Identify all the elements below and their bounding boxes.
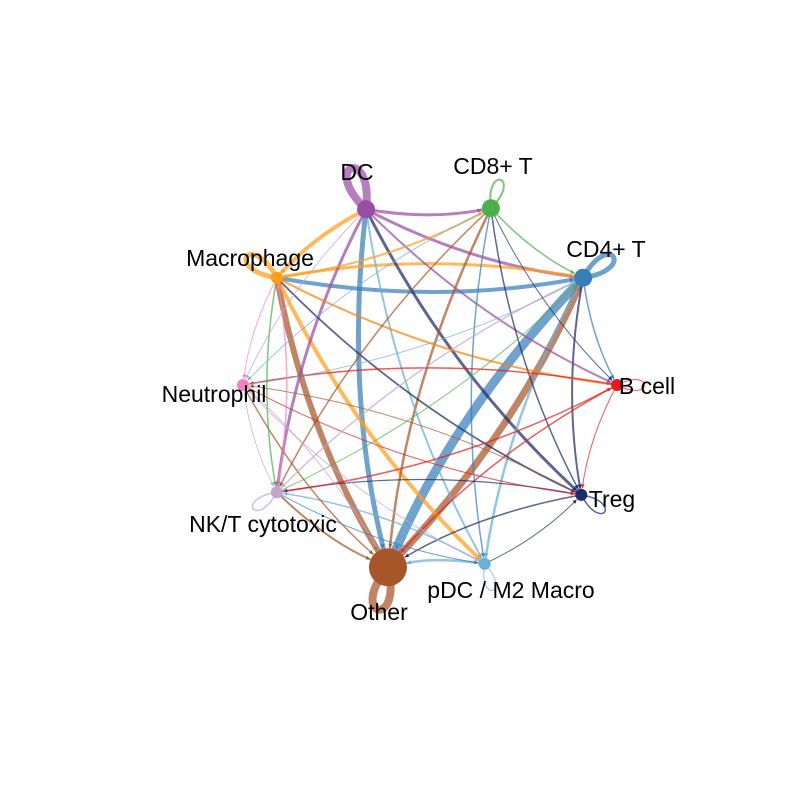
edge-pdc-to-nk <box>282 491 486 565</box>
edge-nk-to-bcell <box>276 387 612 494</box>
node-nk <box>270 486 283 499</box>
node-label-macrophage: Macrophage <box>186 245 314 271</box>
edge-cd8-to-nk <box>279 207 492 487</box>
node-label-nk: NK/T cytotoxic <box>189 511 337 537</box>
edge-bcell-to-bcell <box>616 379 646 391</box>
edge-layer <box>242 206 618 571</box>
edge-bcell-to-other <box>400 384 618 553</box>
edge-cd8-to-treg <box>490 207 579 490</box>
edge-dc-to-bcell <box>365 208 612 384</box>
node-cd8 <box>481 199 500 218</box>
edge-dc-to-pdc <box>365 208 483 559</box>
node-dc <box>357 200 376 219</box>
edge-cd8-to-other <box>388 206 493 549</box>
edge-cd8-to-cd8 <box>489 178 505 210</box>
node-bcell <box>611 379 623 391</box>
edge-pdc-to-treg <box>484 499 577 565</box>
edge-nk-to-cd4 <box>276 284 577 493</box>
edge-dc-to-dc <box>342 164 371 214</box>
self-loop-layer <box>243 164 646 614</box>
node-label-pdc: pDC / M2 Macro <box>427 577 594 603</box>
edge-macrophage-to-nk <box>266 276 278 487</box>
edge-dc-to-cd8 <box>364 207 483 217</box>
node-label-treg: Treg <box>589 486 635 512</box>
edge-nk-to-other <box>275 491 371 561</box>
label-layer: DC CD8+ T CD4+ T B cell Treg pDC / M2 Macro Ot… <box>162 153 676 625</box>
node-neutrophil <box>237 379 249 391</box>
edge-other-to-other <box>368 563 395 614</box>
node-label-neutrophil: Neutrophil <box>162 381 267 407</box>
edge-nk-to-macrophage <box>276 283 288 494</box>
edge-bcell-to-treg <box>580 384 618 489</box>
edge-nk-to-pdc <box>276 491 479 565</box>
node-layer <box>237 199 623 587</box>
edge-cd8-to-neutrophil <box>247 207 492 381</box>
edge-neutrophil-to-treg <box>242 384 575 496</box>
node-cd4 <box>574 268 593 287</box>
edge-pdc-to-pdc <box>483 563 497 592</box>
edge-cd4-to-other <box>391 273 588 554</box>
edge-treg-to-neutrophil <box>249 384 582 496</box>
edge-dc-to-neutrophil <box>245 208 367 380</box>
node-macrophage <box>270 271 283 284</box>
node-label-bcell: B cell <box>619 373 675 399</box>
edge-macrophage-to-macrophage <box>243 252 280 281</box>
edge-treg-to-treg <box>580 494 607 515</box>
edge-macrophage-to-cd4 <box>274 275 576 294</box>
edge-cd4-to-nk <box>281 276 584 489</box>
edge-cd4-to-pdc <box>484 276 585 559</box>
edge-other-to-cd4 <box>384 283 583 571</box>
node-pdc <box>478 557 491 570</box>
edge-cd8-to-cd4 <box>490 207 576 274</box>
edge-cd4-to-cd4 <box>580 252 617 281</box>
edge-neutrophil-to-pdc <box>242 384 479 562</box>
node-other <box>368 548 407 587</box>
edge-neutrophil-to-nk <box>242 384 275 487</box>
edge-macrophage-to-neutrophil <box>242 277 278 379</box>
node-treg <box>575 488 588 501</box>
edge-cd4-to-treg <box>571 276 585 490</box>
edge-nk-to-nk <box>251 491 278 512</box>
edge-cd8-to-pdc <box>470 207 492 558</box>
node-label-cd4: CD4+ T <box>566 236 645 262</box>
node-label-other: Other <box>350 599 408 625</box>
node-label-dc: DC <box>340 159 373 185</box>
edge-cd8-to-bcell <box>490 207 613 381</box>
edge-cd4-to-bcell <box>582 276 615 380</box>
edge-macrophage-to-pdc <box>274 275 482 561</box>
edge-dc-to-treg <box>364 207 578 492</box>
edge-dc-to-macrophage <box>279 207 369 275</box>
edge-treg-to-other <box>404 494 583 558</box>
node-label-cd8: CD8+ T <box>453 153 532 179</box>
edge-other-to-neutrophil <box>247 389 389 568</box>
edge-dc-to-other <box>355 206 386 551</box>
